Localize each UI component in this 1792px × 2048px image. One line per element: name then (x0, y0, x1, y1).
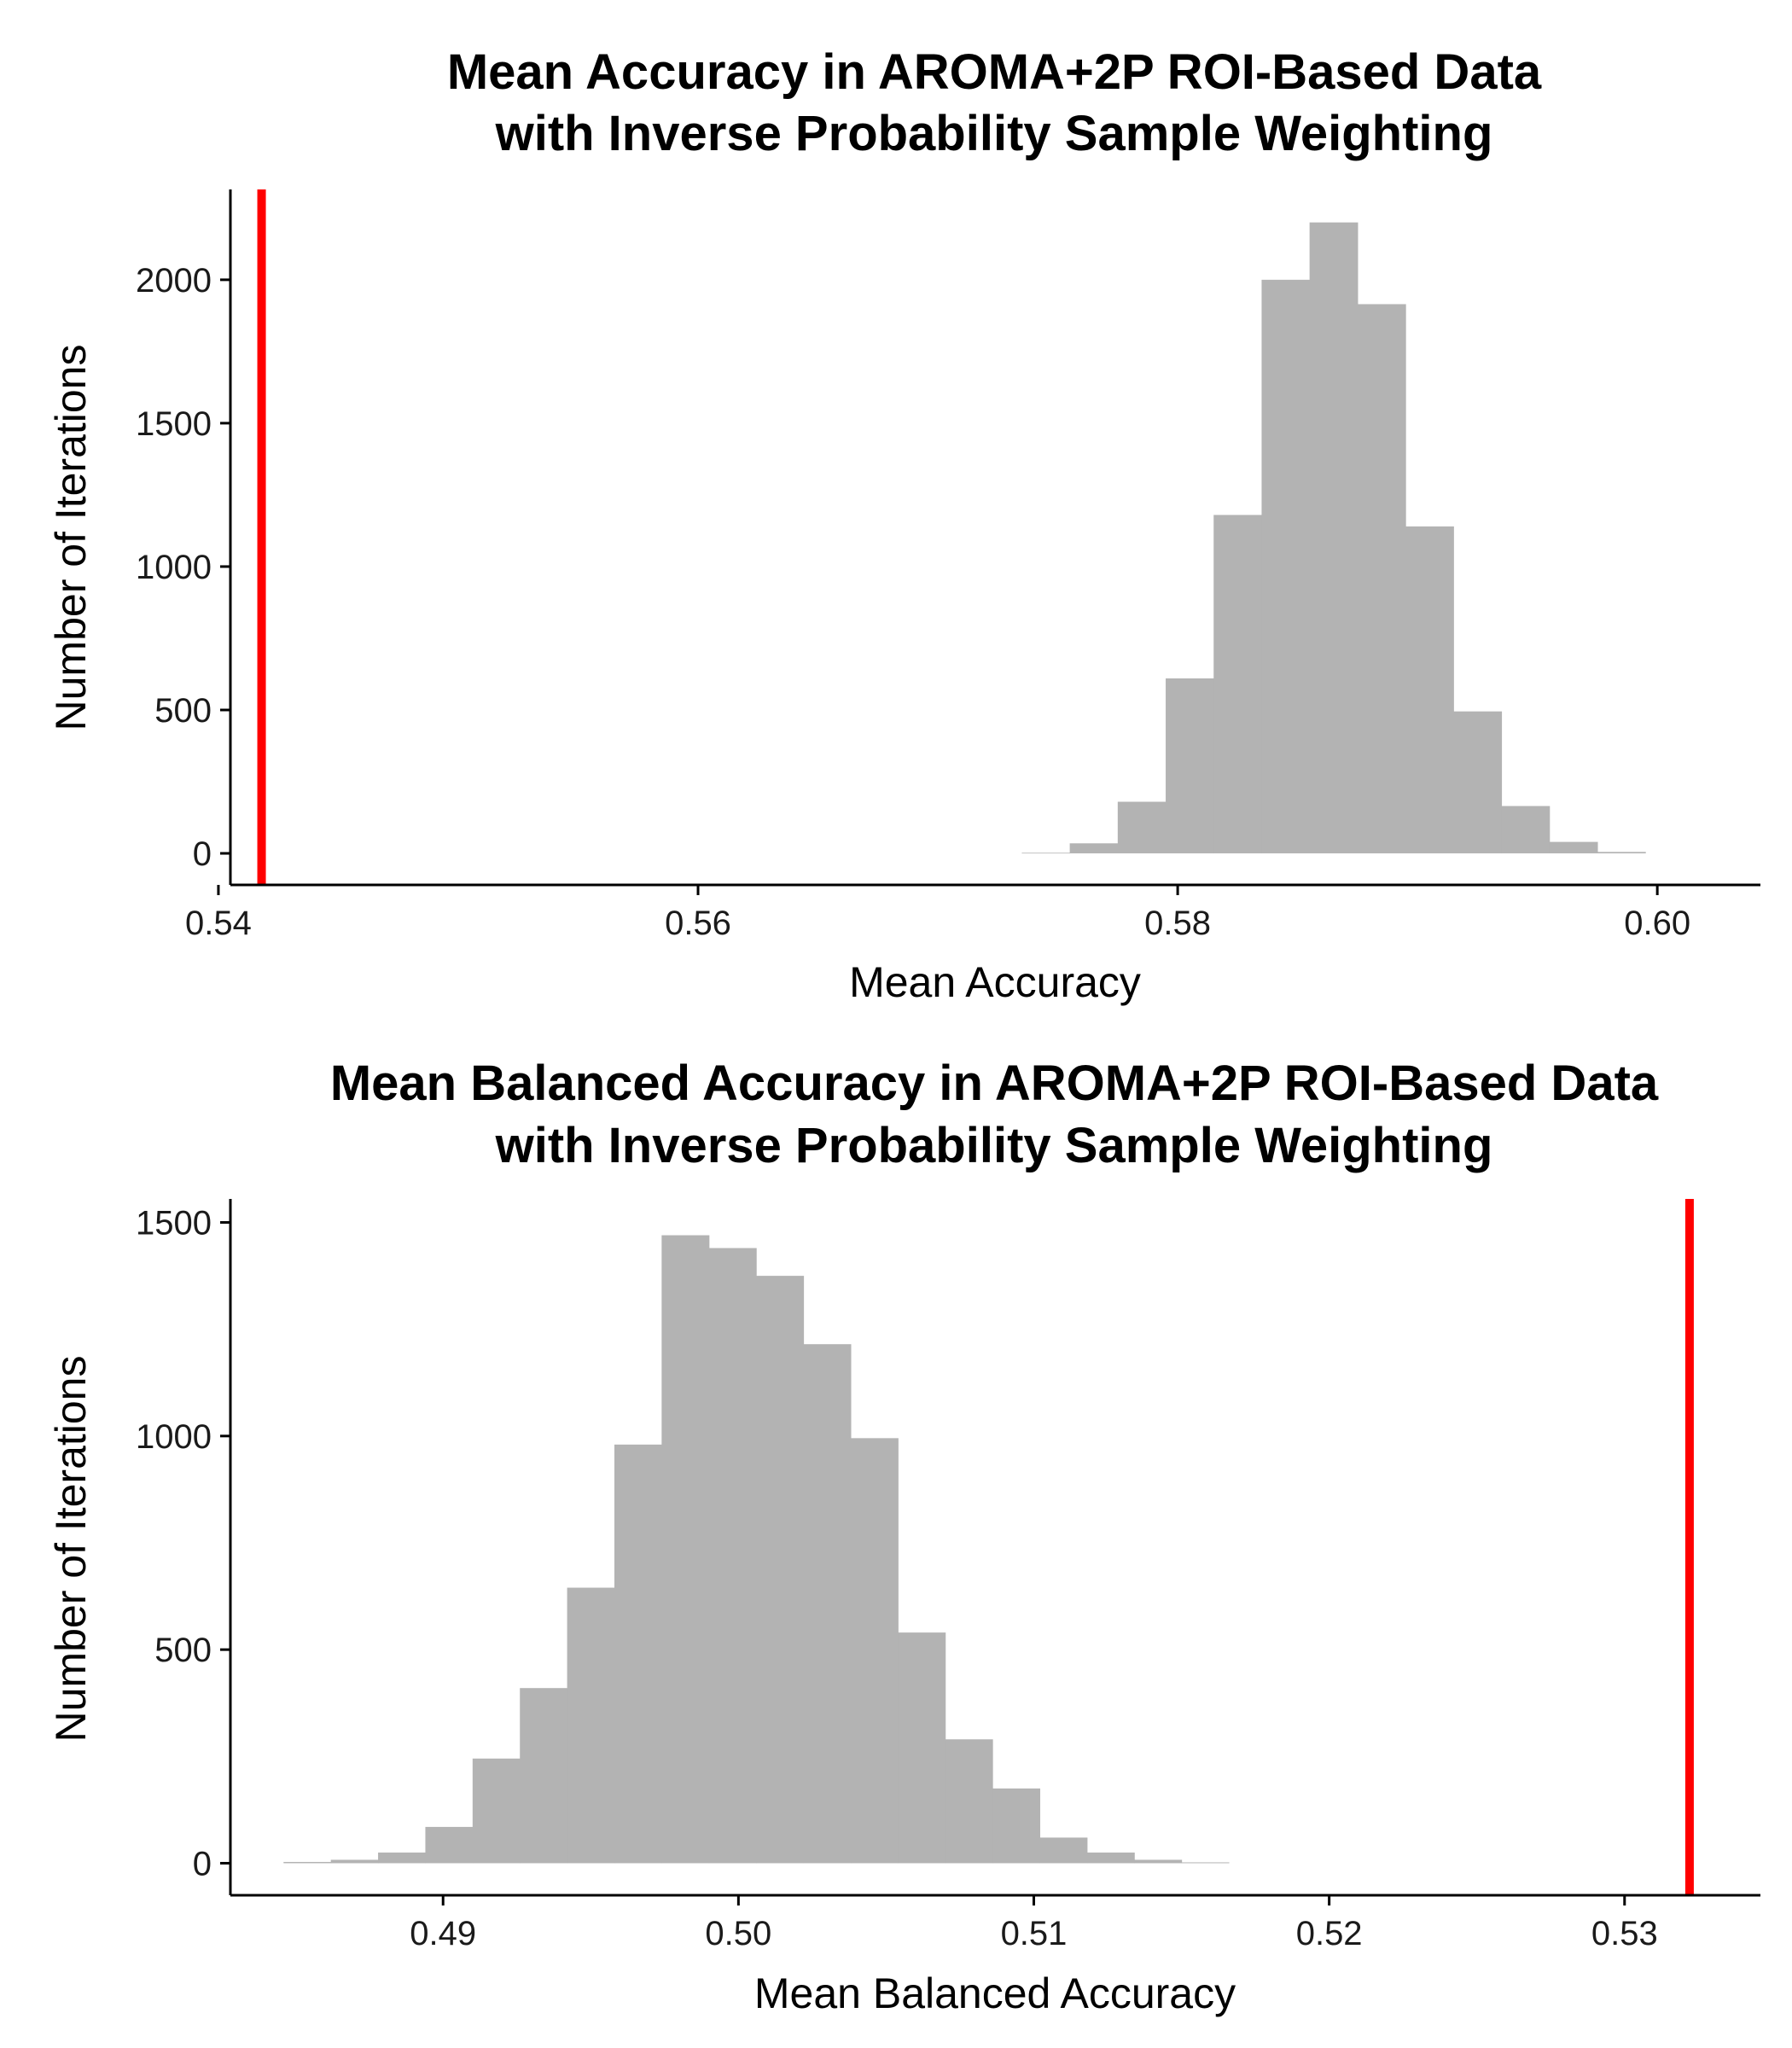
histogram-bar (1039, 1837, 1088, 1864)
histogram-bar (1405, 526, 1454, 854)
y-tick-label: 1500 (136, 1205, 212, 1242)
histogram-bar (614, 1444, 662, 1864)
histogram-bar (1357, 304, 1406, 854)
y-axis-ticks: 0 500 1000 1500 (136, 1205, 230, 1882)
y-axis-title: Number of Iterations (47, 1356, 95, 1743)
histogram-bar (898, 1632, 946, 1864)
histogram-bar (1086, 1852, 1135, 1864)
x-tick-label: 0.51 (1001, 1915, 1068, 1952)
histogram-bar (661, 1235, 710, 1864)
y-tick-label: 1500 (136, 405, 212, 443)
x-tick-label: 0.49 (410, 1915, 476, 1952)
x-tick-label: 0.54 (185, 905, 252, 942)
histogram-bar (708, 1248, 757, 1864)
histogram-bar (1597, 852, 1646, 854)
histogram-bar (945, 1739, 993, 1864)
histogram-bar (803, 1344, 852, 1864)
panel-accuracy: Mean Accuracy in AROMA+2P ROI-Based Data… (47, 44, 1760, 1006)
histogram-bar (1181, 1862, 1230, 1864)
histogram-bar (1134, 1859, 1183, 1864)
x-tick-label: 0.52 (1296, 1915, 1363, 1952)
histogram-bar (1501, 806, 1551, 854)
x-tick-label: 0.60 (1624, 905, 1690, 942)
histogram-bar (283, 1861, 332, 1864)
histogram-bar (1261, 279, 1311, 854)
x-axis-title: Mean Accuracy (849, 958, 1141, 1006)
histogram-bar (330, 1859, 379, 1864)
x-axis-ticks: 0.49 0.50 0.51 0.52 0.53 (410, 1895, 1658, 1952)
histogram-bars (283, 1235, 1230, 1864)
y-tick-label: 500 (154, 692, 212, 730)
y-axis-ticks: 0 500 1000 1500 2000 (136, 262, 230, 873)
histogram-bar (1309, 222, 1359, 854)
histogram-bar (1069, 843, 1119, 854)
y-axis-title: Number of Iterations (47, 345, 95, 731)
x-tick-label: 0.58 (1144, 905, 1211, 942)
histogram-bar (756, 1276, 805, 1864)
x-tick-label: 0.50 (705, 1915, 771, 1952)
histogram-bar (1549, 841, 1598, 854)
y-tick-label: 2000 (136, 262, 212, 300)
histogram-bars (1021, 222, 1646, 854)
histogram-bar (850, 1438, 899, 1864)
histogram-bar (1021, 852, 1071, 854)
y-tick-label: 0 (193, 835, 212, 873)
histogram-bar (472, 1758, 521, 1864)
histogram-bar (425, 1826, 474, 1864)
histogram-bar (378, 1852, 427, 1864)
histogram-bar (1166, 678, 1214, 854)
histogram-bar (1117, 801, 1167, 854)
x-tick-label: 0.53 (1591, 1915, 1658, 1952)
y-tick-label: 500 (154, 1632, 212, 1669)
x-axis-ticks: 0.54 0.56 0.58 0.60 (185, 885, 1690, 942)
x-axis-title: Mean Balanced Accuracy (754, 1969, 1236, 2017)
x-tick-label: 0.56 (665, 905, 731, 942)
chart-title-line-2: with Inverse Probability Sample Weightin… (495, 1118, 1493, 1173)
y-tick-label: 1000 (136, 1418, 212, 1456)
chart-title-line-1: Mean Balanced Accuracy in AROMA+2P ROI-B… (330, 1056, 1659, 1111)
chart-title-line-2: with Inverse Probability Sample Weightin… (495, 106, 1493, 161)
histogram-bar (520, 1688, 568, 1864)
histogram-bar (992, 1788, 1041, 1864)
histogram-bar (567, 1587, 615, 1864)
y-tick-label: 0 (193, 1845, 212, 1882)
histogram-bar (1213, 515, 1263, 854)
chart-title-line-1: Mean Accuracy in AROMA+2P ROI-Based Data (447, 44, 1542, 100)
panel-balanced-accuracy: Mean Balanced Accuracy in AROMA+2P ROI-B… (47, 1056, 1760, 2017)
histogram-bar (1453, 711, 1503, 854)
y-tick-label: 1000 (136, 549, 212, 586)
